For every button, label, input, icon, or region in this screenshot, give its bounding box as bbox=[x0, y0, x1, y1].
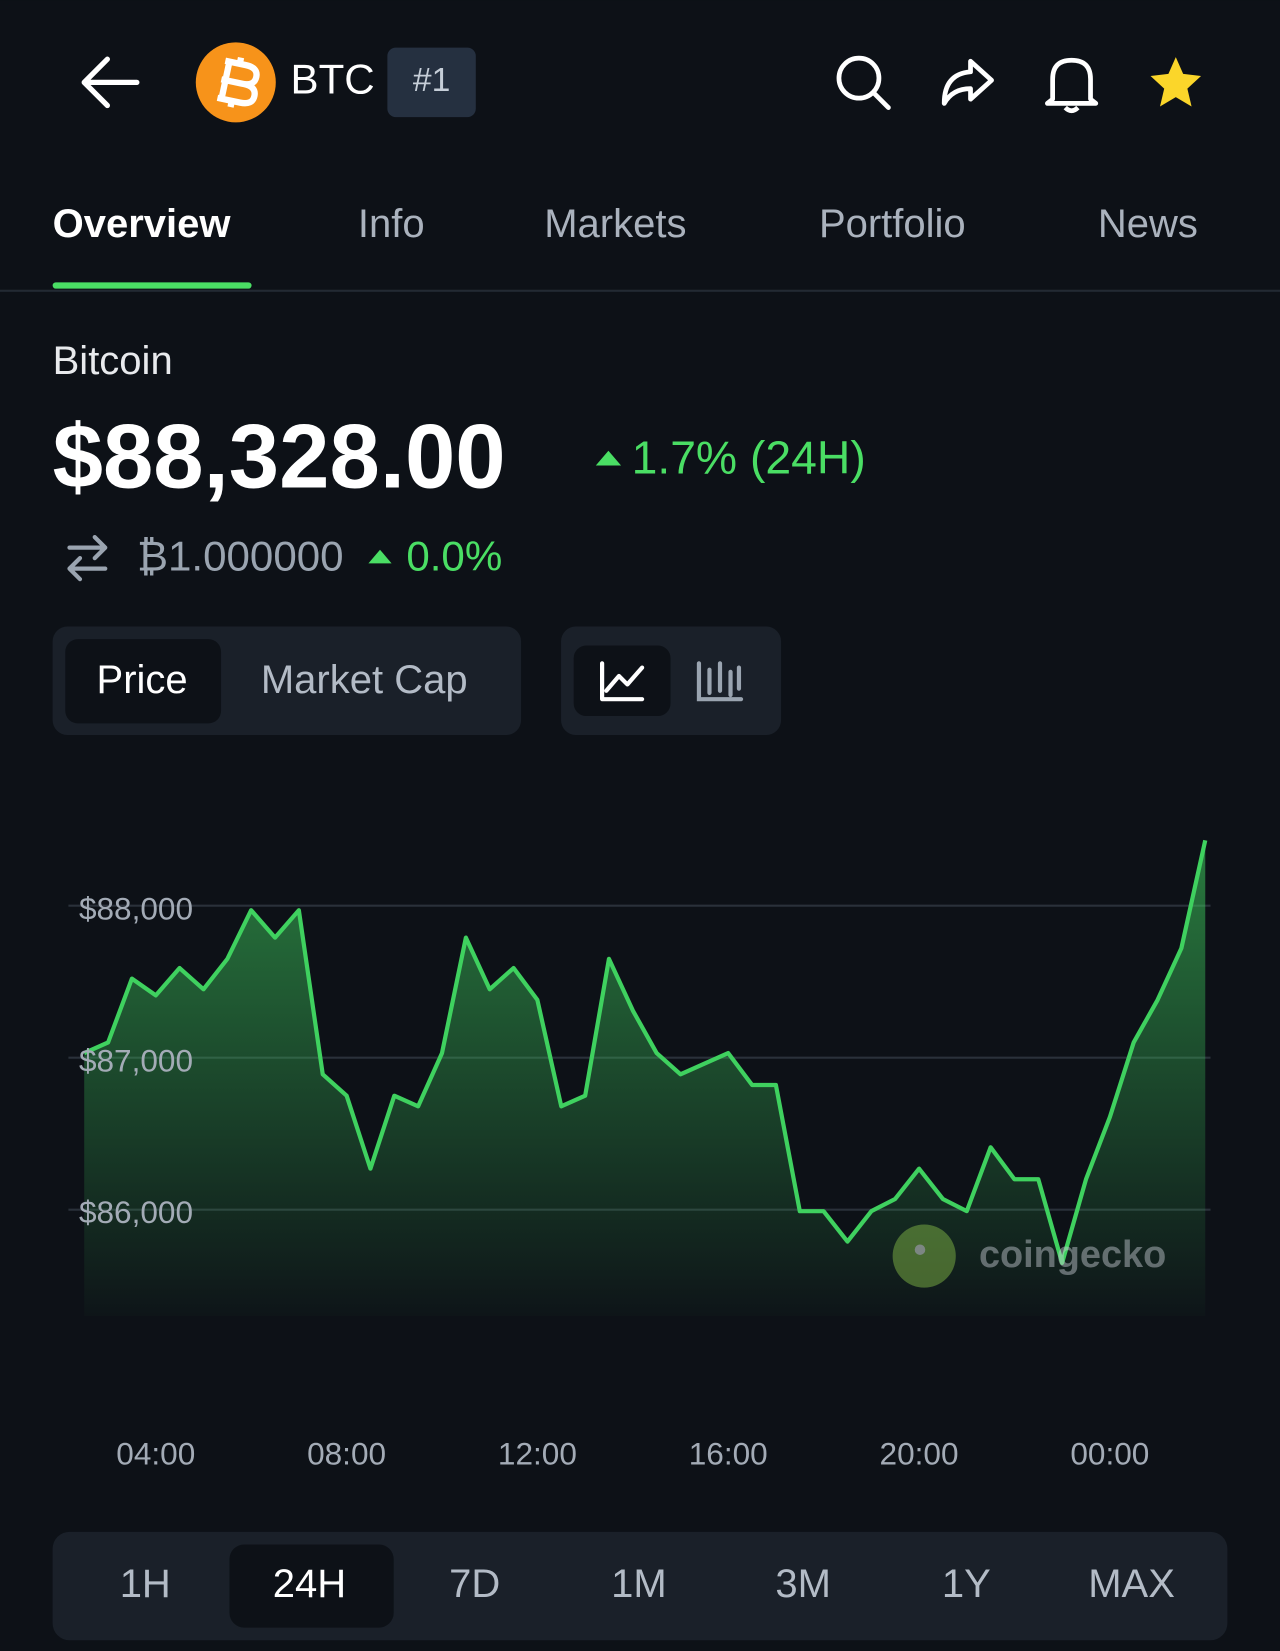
toggle-option[interactable]: Market Cap bbox=[261, 658, 468, 702]
up-arrow bbox=[368, 549, 392, 564]
toggle-option[interactable]: Price bbox=[97, 658, 188, 702]
range-option[interactable]: MAX bbox=[1088, 1562, 1175, 1606]
price-change: 1.7% (24H) bbox=[632, 432, 866, 484]
candle-chart-icon[interactable] bbox=[696, 661, 744, 702]
y-tick-label: $88,000 bbox=[79, 890, 193, 926]
tab[interactable]: Markets bbox=[544, 202, 686, 246]
share-icon[interactable] bbox=[941, 58, 994, 106]
rank: #1 bbox=[413, 62, 450, 99]
tab-bar: Overview Info Markets Portfolio News bbox=[53, 202, 1198, 246]
star-icon[interactable] bbox=[1150, 57, 1202, 107]
x-tick-label: 04:00 bbox=[116, 1435, 195, 1471]
range-option[interactable]: 1M bbox=[611, 1562, 667, 1606]
range-option[interactable]: 1Y bbox=[942, 1562, 991, 1606]
btc-change: 0.0% bbox=[406, 532, 502, 579]
range-option[interactable]: 7D bbox=[449, 1562, 500, 1606]
tab[interactable]: Portfolio bbox=[819, 202, 966, 246]
up-arrow bbox=[595, 450, 622, 466]
price: $88,328.00 bbox=[53, 406, 506, 507]
tab[interactable]: News bbox=[1098, 202, 1198, 246]
range-group: 1H 24H 7D 1M 3M 1Y MAX bbox=[120, 1562, 1175, 1606]
y-tick-label: $87,000 bbox=[79, 1042, 193, 1078]
range-option[interactable]: 24H bbox=[273, 1562, 346, 1606]
toggle-group: Price Market Cap bbox=[97, 658, 468, 702]
x-tick-label: 20:00 bbox=[880, 1435, 959, 1471]
swap-icon bbox=[67, 534, 108, 582]
price-chart: $86,000 $87,000 $88,000 04:00 08:00 12:00 16:0… bbox=[68, 839, 1211, 1471]
coin-icon bbox=[195, 42, 276, 123]
coin-name: Bitcoin bbox=[53, 339, 173, 383]
search-icon[interactable] bbox=[836, 55, 891, 110]
x-tick-label: 12:00 bbox=[498, 1435, 577, 1471]
coin-symbol: BTC bbox=[291, 55, 375, 102]
tab[interactable]: Info bbox=[358, 202, 425, 246]
range-option[interactable]: 3M bbox=[775, 1562, 831, 1606]
toggle-selected bbox=[65, 639, 222, 724]
back-button[interactable] bbox=[81, 56, 140, 109]
range-option[interactable]: 1H bbox=[120, 1562, 171, 1606]
rank-badge bbox=[387, 47, 476, 118]
bell-icon[interactable] bbox=[1044, 57, 1099, 114]
tab[interactable]: Overview bbox=[53, 202, 232, 246]
tab-divider bbox=[0, 289, 1280, 292]
area-fill bbox=[84, 840, 1206, 1317]
y-tick-label: $86,000 bbox=[79, 1194, 193, 1230]
x-tick-label: 08:00 bbox=[307, 1435, 386, 1471]
tab-underline bbox=[52, 282, 252, 289]
price-line bbox=[83, 839, 1208, 1265]
x-tick-label: 16:00 bbox=[689, 1435, 768, 1471]
range-selected bbox=[229, 1544, 394, 1628]
btc-price: ₿1.000000 bbox=[137, 532, 344, 579]
watermark: coingecko bbox=[892, 1224, 1166, 1288]
line-chart-icon[interactable] bbox=[600, 661, 645, 702]
watermark-text: coingecko bbox=[979, 1234, 1166, 1276]
x-tick-label: 00:00 bbox=[1070, 1435, 1149, 1471]
